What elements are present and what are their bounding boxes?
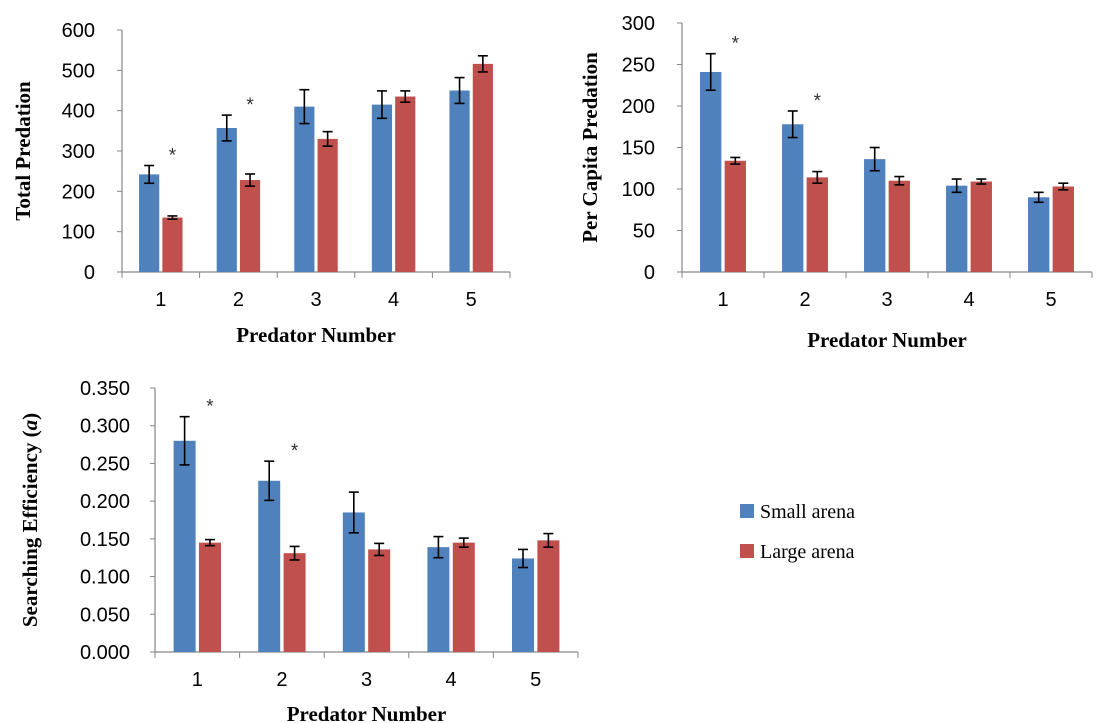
significance-marker: * [291, 441, 299, 462]
bar-large-arena [198, 542, 221, 652]
y-axis-title: Per Capita Predation [578, 52, 602, 243]
x-tick-label: 1 [155, 289, 166, 311]
chart-searching-efficiency: 0.000 0.050 0.100 0.150 0.200 0.250 0.300 0.350… [18, 378, 579, 723]
x-tick-label: 2 [276, 669, 287, 691]
y-tick-label: 300 [622, 13, 655, 35]
x-tick-label: 4 [963, 289, 974, 311]
chart-total-predation: 0 100 200 300 400 500 600 1 * 2 * 3 4 5 Total Predatio… [11, 20, 511, 347]
x-axis-title: Predator Number [807, 328, 967, 352]
y-tick-label: 0.300 [80, 416, 130, 438]
bar-small-arena [449, 90, 470, 272]
legend-label-small-arena: Small arena [760, 501, 855, 523]
y-tick-label: 0 [644, 262, 655, 284]
y-tick-label: 0.250 [80, 453, 130, 475]
bar-large-arena [239, 180, 261, 272]
y-tick-label: 100 [622, 179, 655, 201]
y-tick-label: 0.200 [80, 491, 130, 513]
significance-marker: * [246, 95, 254, 116]
y-tick-label: 0.150 [80, 529, 130, 551]
bar-large-arena [537, 540, 560, 652]
x-tick-label: 4 [388, 289, 399, 311]
bar-small-arena [700, 71, 722, 272]
y-tick-label: 0.050 [80, 604, 130, 626]
legend-swatch-small-arena [740, 504, 754, 518]
y-tick-label: 600 [62, 20, 95, 42]
significance-marker: * [206, 397, 214, 418]
bar-small-arena [512, 558, 535, 652]
bar-small-arena [864, 159, 886, 272]
x-tick-label: 3 [361, 669, 372, 691]
bar-small-arena [216, 128, 237, 272]
bar-large-arena [724, 160, 746, 272]
x-tick-label: 2 [233, 289, 244, 311]
y-tick-label: 0.000 [80, 642, 130, 664]
y-tick-label: 50 [633, 221, 655, 243]
x-tick-label: 2 [799, 289, 810, 311]
bar-small-arena [782, 124, 804, 272]
y-tick-label: 100 [62, 222, 95, 244]
y-tick-label: 0 [84, 262, 95, 284]
y-tick-label: 400 [62, 101, 95, 123]
bar-large-arena [368, 549, 391, 652]
bar-large-arena [888, 180, 910, 272]
y-axis-title: Total Predation [11, 81, 35, 221]
bar-large-arena [162, 217, 183, 272]
bar-large-arena [317, 138, 338, 272]
bar-large-arena [1052, 186, 1074, 272]
bar-large-arena [472, 63, 493, 272]
bar-small-arena [946, 185, 968, 272]
y-tick-label: 300 [62, 141, 95, 163]
x-tick-label: 4 [446, 669, 457, 691]
y-tick-label: 0.350 [80, 378, 130, 400]
bar-large-arena [395, 96, 416, 272]
bar-large-arena [970, 181, 992, 272]
bar-large-arena [806, 177, 828, 272]
y-tick-label: 0.100 [80, 567, 130, 589]
y-tick-label: 200 [62, 181, 95, 203]
x-axis-title: Predator Number [236, 323, 396, 347]
bar-small-arena [1028, 197, 1050, 272]
significance-marker: * [732, 34, 740, 55]
significance-marker: * [814, 91, 822, 112]
x-tick-label: 3 [881, 289, 892, 311]
y-tick-label: 500 [62, 60, 95, 82]
bar-small-arena [258, 480, 281, 652]
x-tick-label: 1 [192, 669, 203, 691]
bar-small-arena [294, 106, 315, 272]
y-tick-label: 200 [622, 96, 655, 118]
bar-small-arena [342, 512, 365, 652]
significance-marker: * [169, 146, 177, 167]
bar-small-arena [139, 174, 160, 272]
bar-large-arena [452, 542, 475, 652]
y-tick-label: 250 [622, 55, 655, 77]
x-tick-label: 5 [466, 289, 477, 311]
legend: Small arena Large arena [740, 501, 855, 563]
y-axis-title: Searching Efficiency (a) [18, 413, 42, 627]
x-tick-label: 5 [530, 669, 541, 691]
chart-per-capita-predation: 0 50 100 150 200 250 300 1 * 2 * 3 4 5 Per Capita Pred… [578, 13, 1093, 352]
legend-swatch-large-arena [740, 544, 754, 558]
bar-small-arena [173, 440, 196, 652]
legend-label-large-arena: Large arena [760, 541, 855, 563]
x-tick-label: 5 [1045, 289, 1056, 311]
bar-small-arena [427, 547, 450, 652]
bar-large-arena [283, 553, 306, 652]
bar-small-arena [371, 104, 393, 272]
x-axis-title: Predator Number [287, 702, 447, 723]
x-tick-label: 1 [717, 289, 728, 311]
x-tick-label: 3 [310, 289, 321, 311]
y-tick-label: 150 [622, 138, 655, 160]
